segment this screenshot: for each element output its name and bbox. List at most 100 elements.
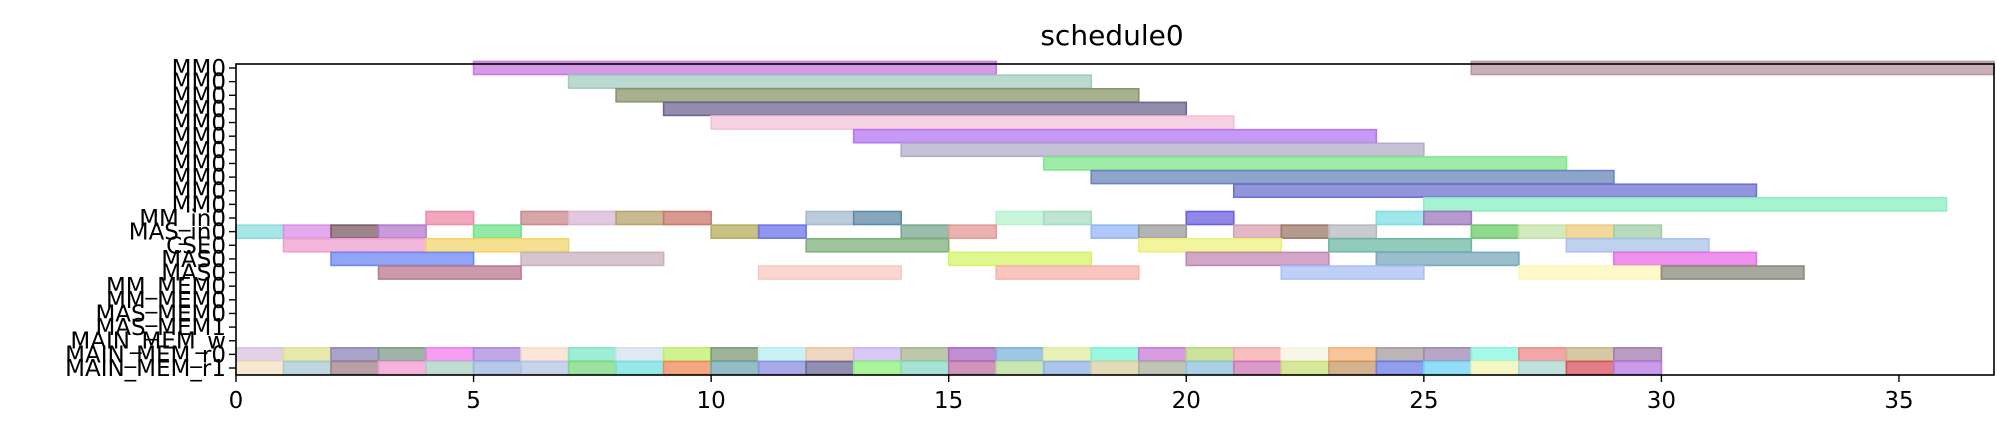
task-bar [1470,224,1520,239]
task-bar [1090,360,1140,376]
task-bar [377,224,427,239]
task-bar [1518,224,1568,239]
task-bar [520,251,665,267]
task-bar [1328,224,1378,239]
task-bar [1042,360,1093,376]
task-bar [1470,347,1520,362]
y-tick-label: MM0 [172,124,226,150]
task-bar [1565,360,1615,376]
task-bar [1185,210,1235,226]
task-bar [1185,251,1330,267]
task-bar [1090,224,1140,239]
task-bar [1042,210,1093,226]
y-tick-label: MAS_in0 [129,220,226,246]
task-bar [662,210,712,226]
y-axis-labels: MM0MM0MM0MM0MM0MM0MM0MM0MM0MM0MM0MM_in0M… [65,56,236,382]
task-bar [1042,156,1568,171]
task-bar [900,142,1425,158]
task-bar [282,237,427,253]
task-bar [1375,360,1425,376]
task-bar [1185,360,1235,376]
y-tick-label: MAS0 [161,261,226,287]
task-bar [805,347,855,362]
task-bar [377,347,427,362]
y-tick-label: MM_in0 [139,206,226,232]
task-bar [710,115,1235,130]
task-bar [425,237,570,253]
task-bar [1375,210,1425,226]
task-bar [425,360,475,376]
task-bar [1280,224,1330,239]
task-bar [615,87,1140,103]
y-tick-label: MM0 [172,165,226,191]
task-bar [1280,347,1330,362]
task-bar [1137,224,1188,239]
task-bar [1232,360,1283,376]
task-bar [377,265,522,280]
task-bar [1375,347,1425,362]
task-bar [1660,265,1805,280]
task-bar [852,210,902,226]
x-tick-label: 35 [1884,388,1913,414]
y-tick-label: MM_MEM0 [106,288,226,314]
task-bar [852,128,1378,144]
x-axis: 0 5 10 15 20 25 30 35 [229,375,1914,414]
task-bar [1613,251,1758,267]
task-bar [900,347,950,362]
task-bar [1565,237,1710,253]
task-bar [1613,224,1663,239]
task-bar [330,347,380,362]
task-bar [947,360,998,376]
task-bar [1042,347,1093,362]
task-bar [1185,347,1235,362]
task-bar [1565,224,1615,239]
task-bar [330,224,380,239]
task-bar [472,224,522,239]
y-tick-label: MM0 [172,111,226,137]
task-bar [282,360,332,376]
task-bar [757,360,807,376]
bar-layer [235,60,1995,376]
y-tick-label: MM0 [172,151,226,177]
task-bar [1280,265,1425,280]
task-bar [282,347,332,362]
task-bar [662,101,1188,117]
task-bar [1613,360,1663,376]
y-tick-label: MM_MEM0 [106,274,226,300]
task-bar [1423,347,1473,362]
plot-frame [235,63,1995,376]
y-tick-label: MM0 [172,138,226,164]
task-bar [757,347,807,362]
task-bar [1232,183,1758,199]
y-tick-label: MM0 [172,192,226,218]
task-bar [947,224,998,239]
task-bar [900,360,950,376]
task-bar [662,347,712,362]
task-bar [1137,237,1283,253]
task-bar [1518,360,1568,376]
task-bar [520,360,570,376]
task-bar [852,347,902,362]
y-tick-label: MM0 [172,70,226,96]
x-tick-label: 30 [1647,388,1676,414]
task-bar [947,347,998,362]
task-bar [1137,360,1188,376]
task-bar [1423,210,1473,226]
task-bar [235,224,285,239]
task-bar [615,347,665,362]
y-tick-label: MAS0 [161,247,226,273]
y-tick-label: MAIN_MEM_r0 [65,342,226,368]
task-bar [425,347,475,362]
task-bar [520,347,570,362]
task-bar [567,360,617,376]
task-bar [710,224,760,239]
task-bar [377,360,427,376]
task-bar [1090,169,1615,185]
task-bar [1280,360,1330,376]
task-bar [1470,360,1520,376]
task-bar [615,360,665,376]
task-bar [472,360,522,376]
task-bar [472,347,522,362]
y-tick-label: MAS_MEM0 [95,301,226,327]
task-bar [805,360,855,376]
